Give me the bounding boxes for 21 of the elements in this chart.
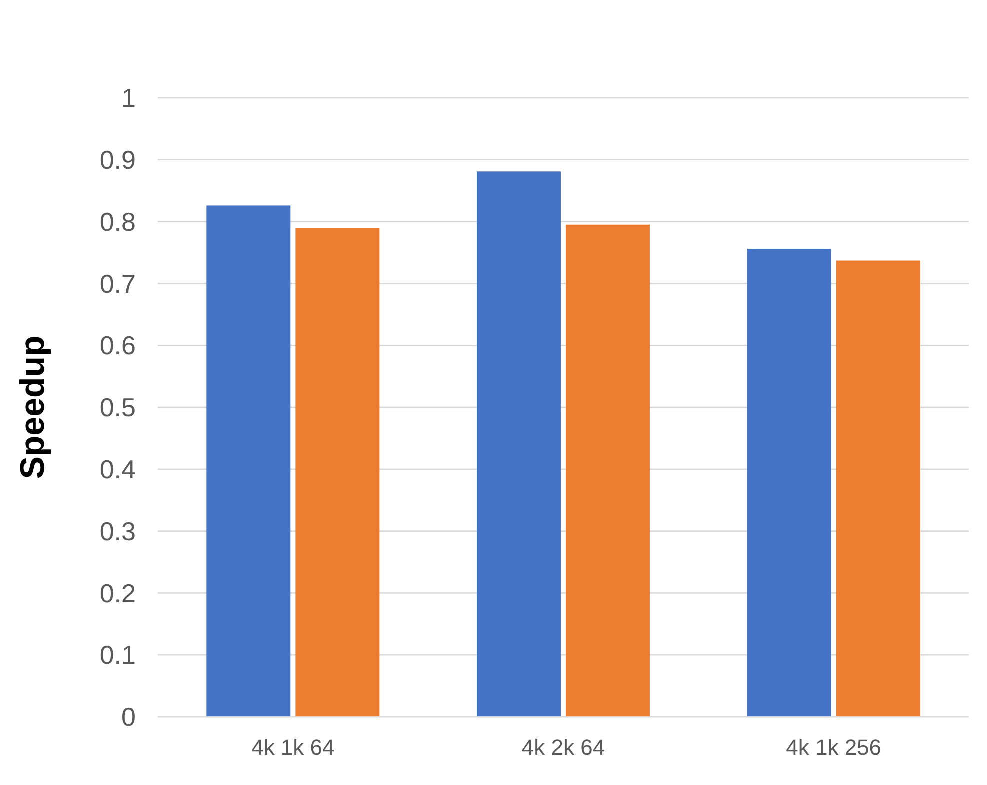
y-tick-label: 0.9: [100, 145, 136, 175]
y-tick-label: 0.8: [100, 206, 136, 237]
bar: [296, 228, 380, 717]
y-tick-label: 0.7: [100, 268, 136, 299]
y-tick-label: 0: [122, 702, 136, 732]
x-tick-label: 4k 1k 64: [252, 735, 335, 760]
y-tick-label: 0.6: [100, 330, 136, 361]
bar: [566, 224, 650, 717]
x-tick-label: 4k 1k 256: [786, 735, 882, 760]
x-tick-label: 4k 2k 64: [522, 735, 606, 760]
y-tick-label: 0.5: [100, 392, 136, 423]
bar: [476, 172, 561, 717]
y-tick-label: 0.1: [100, 640, 136, 670]
y-tick-label: 0.4: [100, 454, 136, 484]
y-tick-label: 1: [122, 83, 136, 114]
y-tick-label: 0.3: [100, 516, 136, 546]
bar: [206, 206, 291, 717]
bar: [836, 260, 920, 717]
bar: [747, 249, 832, 717]
y-axis-title: Speedup: [14, 336, 52, 480]
y-tick-label: 0.2: [100, 578, 136, 608]
